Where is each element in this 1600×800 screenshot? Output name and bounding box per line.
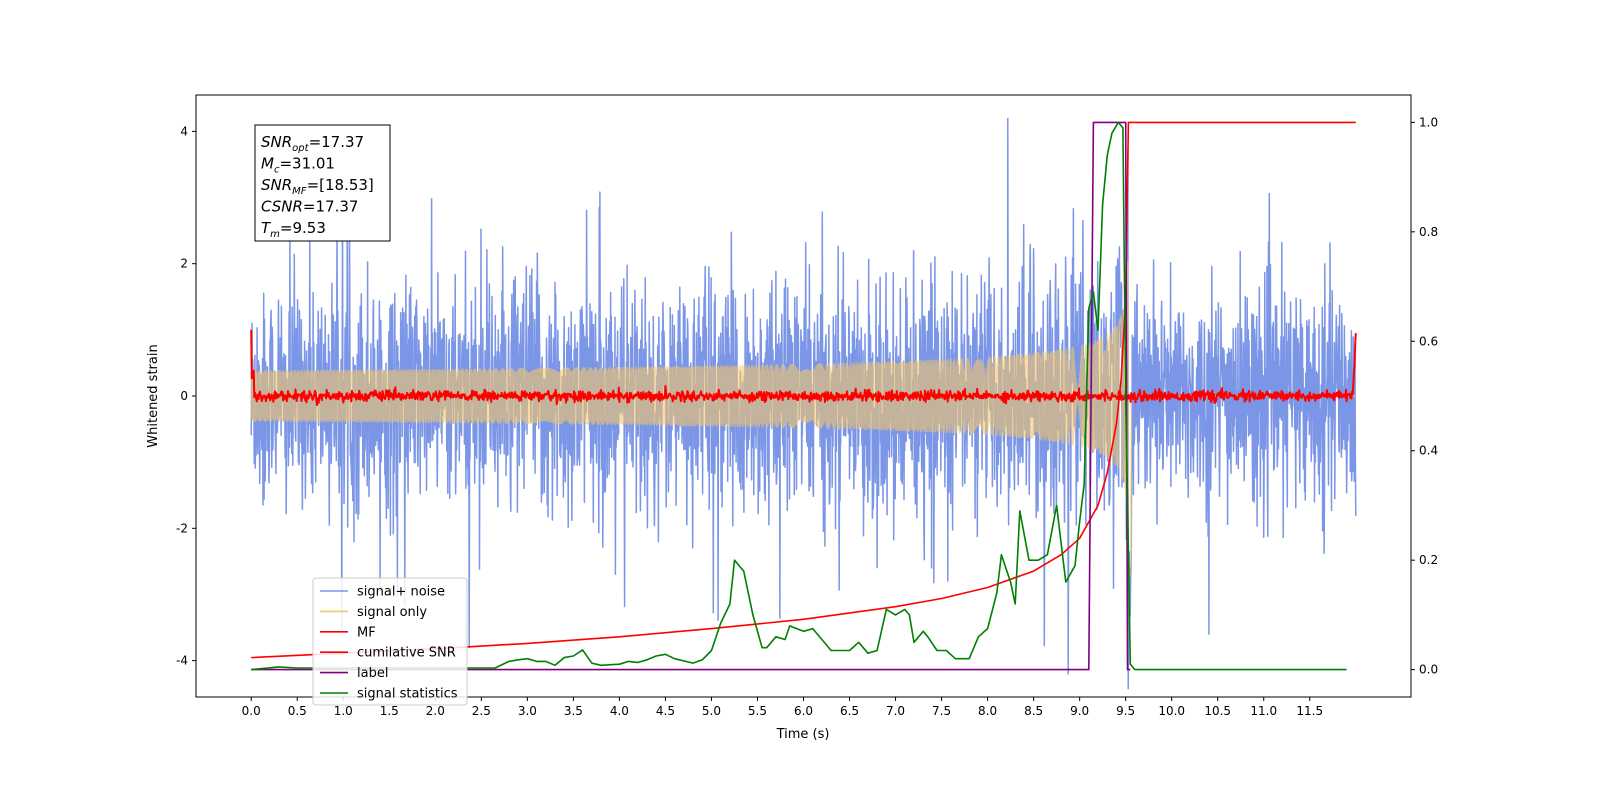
y2-tick-label: 0.0: [1419, 663, 1438, 677]
annotation-box: SNRopt=17.37Mc=31.01SNRMF=[18.53]CSNR=17…: [254, 124, 391, 242]
legend: signal+ noise signal only MF cumilative SNR…: [312, 577, 468, 706]
legend-label: cumilative SNR: [357, 646, 456, 661]
x-tick-label: 0.0: [242, 704, 261, 718]
x-tick-label: 7.0: [886, 704, 905, 718]
plot-area: [250, 117, 1357, 690]
x-tick-label: 3.5: [564, 704, 583, 718]
series-mf: [250, 329, 1357, 406]
legend-label: signal statistics: [357, 687, 458, 702]
legend-label: MF: [357, 625, 376, 640]
annotation-line: Tm=9.53: [261, 219, 326, 240]
x-tick-label: 6.5: [840, 704, 859, 718]
x-tick-label: 9.0: [1070, 704, 1089, 718]
annotation-line: Mc=31.01: [261, 155, 335, 176]
series-cumilative-snr: [251, 121, 1356, 659]
x-tick-label: 3.0: [518, 704, 537, 718]
y2-tick-label: 0.2: [1419, 553, 1438, 567]
x-tick-label: 11.5: [1296, 704, 1323, 718]
x-tick-label: 0.5: [288, 704, 307, 718]
series-label: [251, 121, 1131, 671]
x-tick-label: 9.5: [1116, 704, 1135, 718]
annotation-line: SNRMF=[18.53]: [261, 176, 374, 197]
x-tick-label: 2.0: [426, 704, 445, 718]
y-tick-label: 4: [180, 124, 188, 138]
x-tick-label: 5.0: [702, 704, 721, 718]
x-tick-label: 6.0: [794, 704, 813, 718]
legend-label: signal only: [357, 605, 427, 620]
x-tick-label: 7.5: [932, 704, 951, 718]
y2-tick-label: 0.4: [1419, 444, 1438, 458]
y2-tick-label: 0.6: [1419, 334, 1438, 348]
legend-label: signal+ noise: [357, 585, 445, 600]
y-tick-label: 2: [180, 257, 188, 271]
x-tick-label: 4.5: [656, 704, 675, 718]
x-tick-label: 1.5: [380, 704, 399, 718]
annotation-line: CSNR=17.37: [261, 198, 358, 216]
legend-label: label: [357, 666, 388, 681]
x-tick-label: 10.0: [1158, 704, 1185, 718]
y-tick-label: -2: [176, 521, 188, 535]
x-axis-label: Time (s): [776, 727, 830, 742]
x-tick-label: 8.5: [1024, 704, 1043, 718]
x-tick-label: 4.0: [610, 704, 629, 718]
x-tick-label: 10.5: [1204, 704, 1231, 718]
y2-tick-label: 1.0: [1419, 115, 1438, 129]
x-tick-label: 5.5: [748, 704, 767, 718]
x-tick-label: 2.5: [472, 704, 491, 718]
y2-tick-label: 0.8: [1419, 225, 1438, 239]
series-signal-statistics: [251, 121, 1347, 671]
annotation-line: SNRopt=17.37: [261, 133, 364, 154]
x-tick-label: 11.0: [1250, 704, 1277, 718]
y-tick-label: 0: [180, 389, 188, 403]
x-tick-label: 1.0: [334, 704, 353, 718]
y-axis-label: Whitened strain: [146, 344, 161, 447]
x-tick-label: 8.0: [978, 704, 997, 718]
y-tick-label: -4: [176, 654, 188, 668]
